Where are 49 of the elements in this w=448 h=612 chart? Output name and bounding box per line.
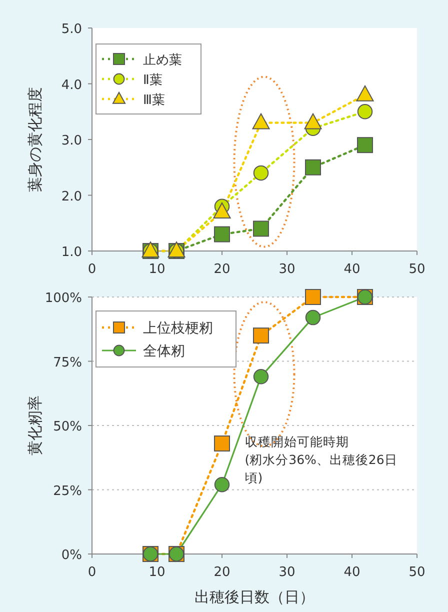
y-tick-label: 4.0 [61, 78, 82, 93]
legend-label: Ⅱ葉 [143, 73, 162, 88]
point [252, 113, 270, 130]
annotation: (籾水分36%、出穂後26日 [244, 452, 398, 468]
x-tick-label: 20 [214, 262, 230, 277]
y-tick-label: 0% [61, 548, 82, 563]
x-tick-label: 30 [278, 262, 296, 277]
y-axis-title: 黄化籾率 [26, 396, 44, 456]
annotation: 頃) [244, 470, 263, 486]
x-axis-title: 出穂後日数（日） [194, 588, 314, 606]
legend-label: 上位枝梗籾 [143, 320, 213, 336]
y-tick-label: 2.0 [61, 189, 82, 204]
x-tick-label: 0 [88, 262, 96, 277]
x-tick-label: 30 [278, 565, 296, 580]
x-tick-label: 50 [408, 262, 426, 277]
point [305, 159, 321, 176]
legend-label: 全体籾 [143, 344, 185, 360]
legend-label: Ⅲ葉 [143, 93, 165, 108]
point [214, 435, 230, 452]
y-tick-label: 100% [44, 291, 82, 306]
point [253, 165, 269, 181]
y-tick-label: 50% [53, 420, 82, 434]
point [214, 226, 230, 242]
x-tick-label: 10 [148, 565, 166, 580]
point [357, 104, 373, 120]
point [213, 202, 231, 218]
point [305, 310, 321, 326]
x-tick-label: 50 [408, 565, 426, 580]
point [253, 369, 269, 384]
point [253, 328, 269, 344]
x-tick-label: 40 [344, 565, 360, 580]
y-axis-title: 葉身の黄化程度 [26, 87, 44, 192]
y-tick-label: 75% [53, 355, 82, 370]
y-tick-label: 1.0 [61, 245, 82, 260]
y-tick-label: 25% [53, 484, 82, 499]
x-tick-label: 20 [214, 565, 230, 580]
x-tick-label: 10 [148, 262, 166, 277]
point [357, 137, 373, 154]
point [305, 289, 321, 305]
x-tick-label: 40 [344, 262, 360, 277]
legend-label: 止め葉 [143, 53, 182, 68]
x-tick-label: 0 [88, 565, 96, 580]
point [214, 476, 230, 492]
point [304, 113, 322, 130]
annotation: 収穫開始可能時期 [244, 434, 349, 450]
y-tick-label: 5.0 [61, 22, 82, 37]
point [356, 85, 374, 102]
point [253, 220, 269, 237]
y-tick-label: 3.0 [61, 134, 82, 148]
